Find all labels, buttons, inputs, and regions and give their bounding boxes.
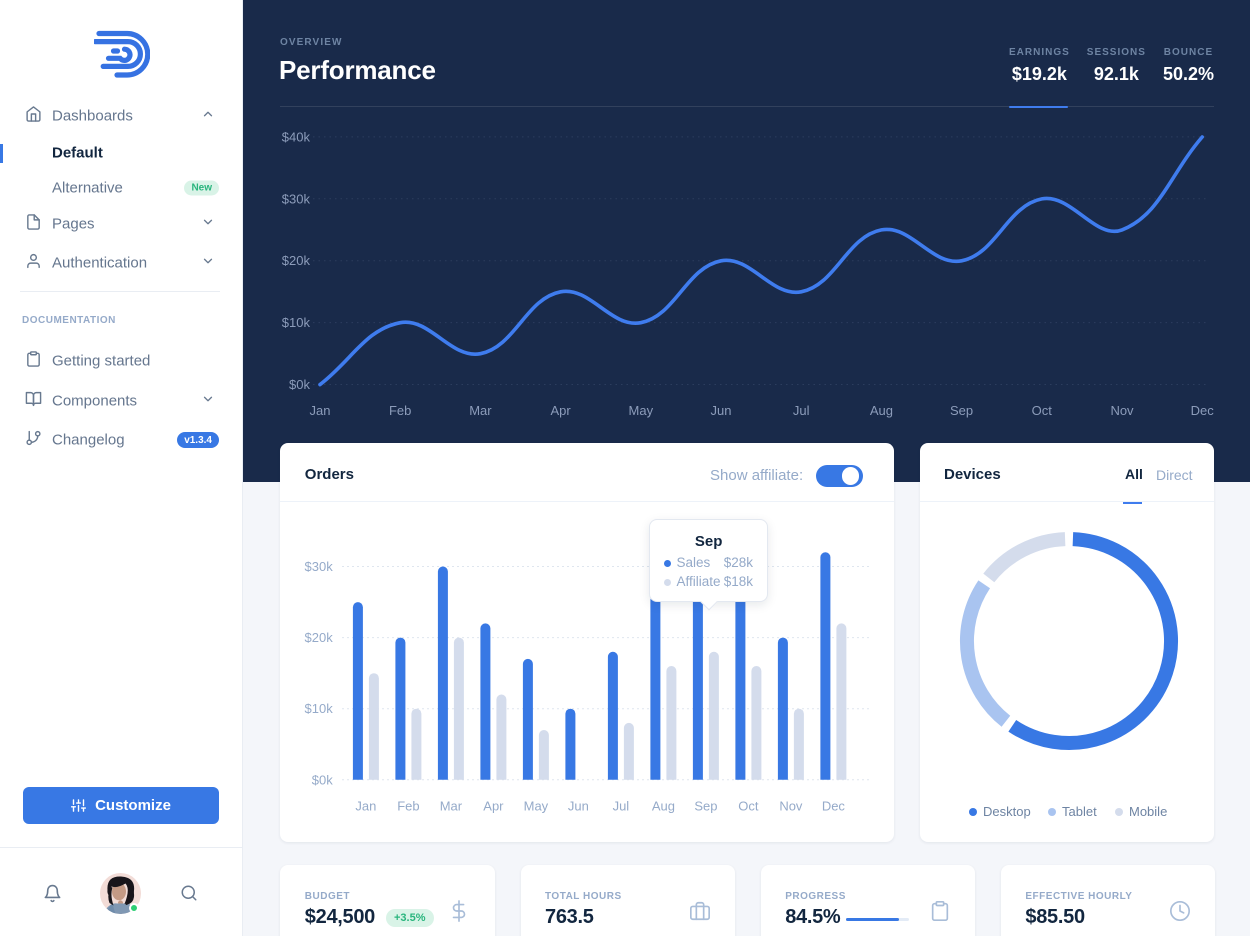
svg-text:$40k: $40k xyxy=(282,129,311,144)
svg-text:Nov: Nov xyxy=(1110,403,1134,418)
svg-text:Aug: Aug xyxy=(652,798,675,813)
svg-text:Mar: Mar xyxy=(440,798,463,813)
svg-text:Feb: Feb xyxy=(389,403,411,418)
svg-text:$10k: $10k xyxy=(305,701,334,716)
svg-text:May: May xyxy=(524,798,549,813)
svg-text:Dec: Dec xyxy=(822,798,846,813)
svg-text:$20k: $20k xyxy=(305,630,334,645)
svg-text:Jun: Jun xyxy=(568,798,589,813)
svg-text:Mar: Mar xyxy=(469,403,492,418)
svg-text:Sep: Sep xyxy=(695,798,718,813)
svg-text:Apr: Apr xyxy=(484,798,505,813)
svg-text:Aug: Aug xyxy=(870,403,893,418)
svg-text:Oct: Oct xyxy=(1032,403,1053,418)
svg-text:May: May xyxy=(629,403,654,418)
svg-text:Apr: Apr xyxy=(550,403,571,418)
svg-text:$0k: $0k xyxy=(289,377,310,392)
svg-text:$30k: $30k xyxy=(305,559,334,574)
svg-text:Jul: Jul xyxy=(793,403,810,418)
svg-text:Sep: Sep xyxy=(950,403,973,418)
svg-text:Jul: Jul xyxy=(613,798,630,813)
svg-text:Oct: Oct xyxy=(739,798,760,813)
svg-text:Feb: Feb xyxy=(398,798,420,813)
svg-text:$30k: $30k xyxy=(282,191,311,206)
svg-text:$0k: $0k xyxy=(312,772,333,787)
svg-text:Jan: Jan xyxy=(356,798,377,813)
svg-text:Dec: Dec xyxy=(1191,403,1215,418)
svg-text:Jun: Jun xyxy=(711,403,732,418)
svg-text:$20k: $20k xyxy=(282,253,311,268)
svg-text:$10k: $10k xyxy=(282,315,311,330)
svg-text:Nov: Nov xyxy=(780,798,804,813)
svg-text:Jan: Jan xyxy=(310,403,331,418)
